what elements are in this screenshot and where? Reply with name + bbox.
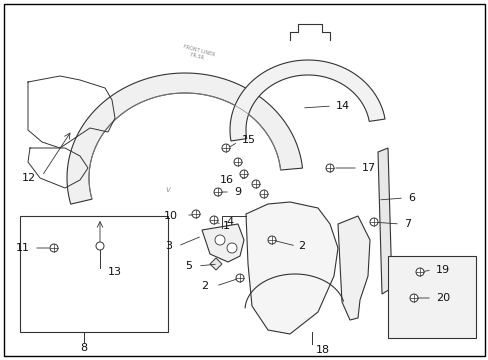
Circle shape xyxy=(240,170,247,178)
Text: 18: 18 xyxy=(315,345,329,355)
Polygon shape xyxy=(229,60,384,141)
Polygon shape xyxy=(377,148,391,294)
Circle shape xyxy=(234,158,242,166)
Polygon shape xyxy=(67,73,302,204)
Text: 10: 10 xyxy=(163,211,178,221)
Circle shape xyxy=(215,235,224,245)
Circle shape xyxy=(236,274,244,282)
Text: 19: 19 xyxy=(435,265,449,275)
Text: 9: 9 xyxy=(234,187,241,197)
Circle shape xyxy=(267,236,275,244)
Circle shape xyxy=(222,144,229,152)
Polygon shape xyxy=(337,216,369,320)
Text: 16: 16 xyxy=(220,175,234,185)
Text: 2: 2 xyxy=(297,241,305,251)
Text: 14: 14 xyxy=(335,101,349,111)
Text: 12: 12 xyxy=(22,173,36,183)
Circle shape xyxy=(251,180,260,188)
Text: 13: 13 xyxy=(108,267,122,277)
Circle shape xyxy=(415,268,423,276)
Text: 1: 1 xyxy=(222,221,229,231)
Circle shape xyxy=(192,210,200,218)
Circle shape xyxy=(226,243,237,253)
Circle shape xyxy=(409,294,417,302)
Text: 7: 7 xyxy=(403,219,410,229)
Circle shape xyxy=(369,218,377,226)
Circle shape xyxy=(214,188,222,196)
Text: 6: 6 xyxy=(407,193,414,203)
Text: 4: 4 xyxy=(225,217,233,227)
Text: 20: 20 xyxy=(435,293,449,303)
Text: 3: 3 xyxy=(164,241,172,251)
Polygon shape xyxy=(209,258,222,270)
Text: 8: 8 xyxy=(80,343,87,353)
Text: 2: 2 xyxy=(201,281,207,291)
Text: FRONT LINER
F.R.SR: FRONT LINER F.R.SR xyxy=(181,44,215,63)
Text: 17: 17 xyxy=(361,163,375,173)
Circle shape xyxy=(209,216,218,224)
Text: 11: 11 xyxy=(16,243,30,253)
Bar xyxy=(387,256,475,338)
Polygon shape xyxy=(202,224,244,262)
Circle shape xyxy=(96,242,104,250)
Bar xyxy=(20,216,168,332)
Circle shape xyxy=(260,190,267,198)
Text: 15: 15 xyxy=(242,135,256,145)
Text: v: v xyxy=(165,185,170,194)
Polygon shape xyxy=(245,202,337,334)
Text: 5: 5 xyxy=(184,261,192,271)
Circle shape xyxy=(50,244,58,252)
Circle shape xyxy=(325,164,333,172)
